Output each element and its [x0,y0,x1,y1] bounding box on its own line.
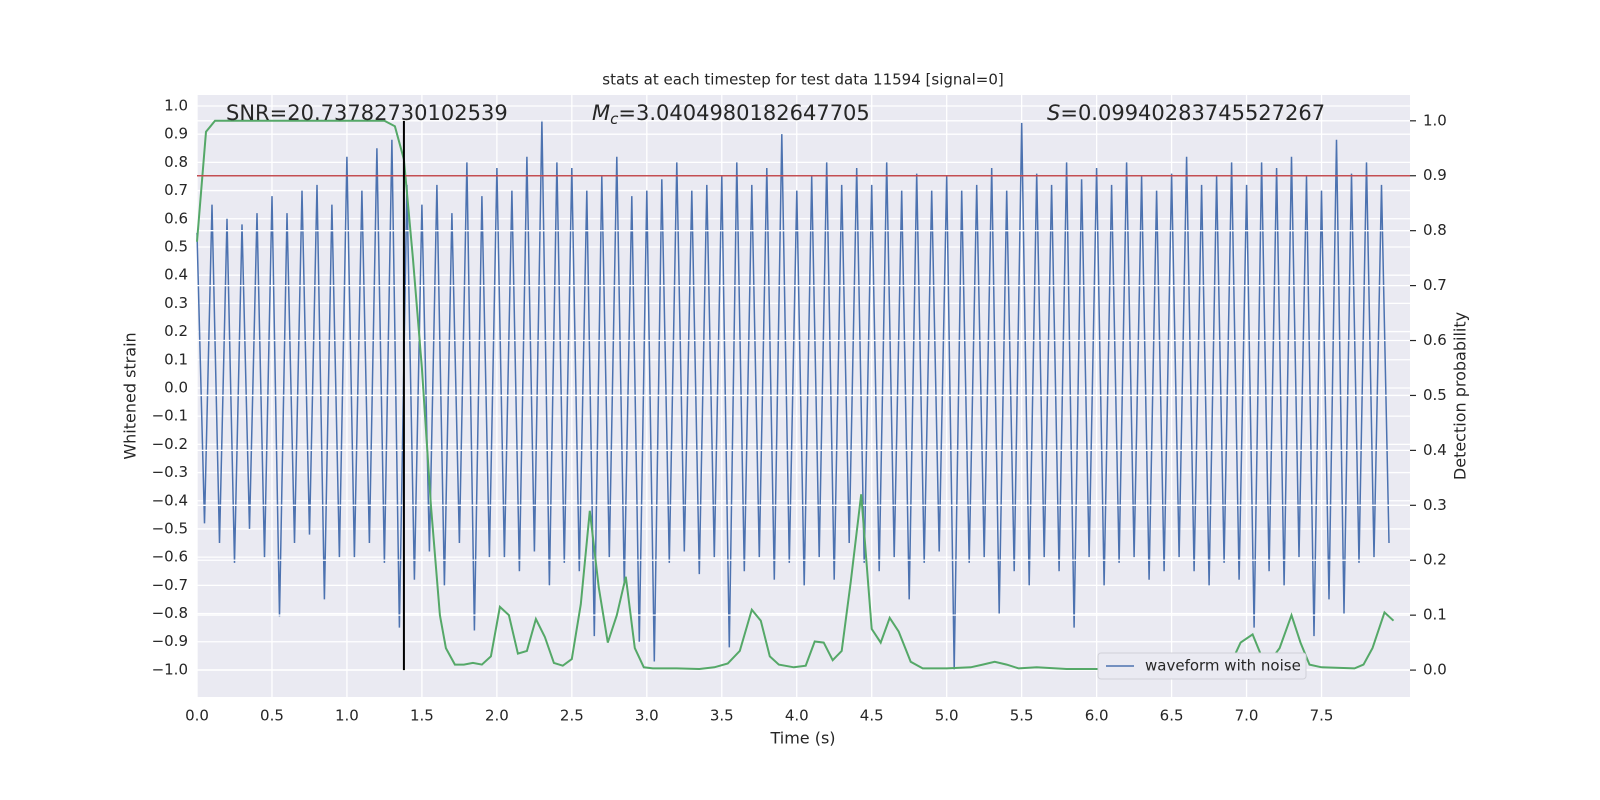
y-tick-label: −0.6 [152,548,188,566]
x-tick-label: 5.5 [1010,707,1034,725]
y-tick-label: 0.9 [164,125,188,143]
y-tick-label: 0.3 [164,294,188,312]
y-tick-label: 1.0 [164,96,188,114]
annotation-symbol: S [1047,101,1060,125]
annotation-symbol: M [592,101,610,125]
data-line [196,120,1390,670]
x-tick-label: 2.5 [560,707,584,725]
y2-tick-label: 0.0 [1423,661,1447,679]
x-tick-label: 7.5 [1310,707,1334,725]
y2-tick-label: 1.0 [1423,111,1447,129]
y-tick-label: 0.8 [164,153,188,171]
annotation-value: =0.09940283745527267 [1060,101,1325,125]
x-tick-label: 6.5 [1160,707,1184,725]
x-tick-label: 4.0 [785,707,809,725]
x-tick-label: 3.0 [635,707,659,725]
x-tick-label: 4.5 [860,707,884,725]
y2-tick-label: 0.5 [1423,386,1447,404]
y-axis-label: Whitened strain [121,332,140,459]
annotation: Mc=3.0404980182647705 [592,101,870,128]
y2-tick-label: 0.6 [1423,331,1447,349]
y2-tick-label: 0.1 [1423,606,1447,624]
y-tick-label: 0.0 [164,378,188,396]
y-tick-label: −0.1 [152,407,188,425]
annotation-value: =20.73782730102539 [270,101,508,125]
y-tick-label: −0.5 [152,519,188,537]
y-tick-label: 0.7 [164,181,188,199]
chart-title: stats at each timestep for test data 115… [602,71,1003,89]
y-tick-label: 0.2 [164,322,188,340]
y-tick-label: 0.6 [164,209,188,227]
y2-tick-label: 0.3 [1423,496,1447,514]
annotation-symbol: SNR [226,101,270,125]
y-tick-label: −0.2 [152,435,188,453]
y2-tick-label: 0.9 [1423,166,1447,184]
x-tick-label: 2.0 [485,707,509,725]
x-tick-label: 6.0 [1085,707,1109,725]
y-tick-label: 0.4 [164,266,188,284]
y-tick-label: −0.4 [152,491,188,509]
y2-tick-label: 0.4 [1423,441,1447,459]
y-tick-label: −0.3 [152,463,188,481]
y-tick-label: 0.1 [164,350,188,368]
x-tick-label: 1.0 [335,707,359,725]
y2-tick-label: 0.2 [1423,551,1447,569]
annotation-value: =3.0404980182647705 [618,101,869,125]
x-tick-label: 7.0 [1235,707,1259,725]
x-tick-label: 0.0 [185,707,209,725]
legend-box [1097,652,1307,680]
y-tick-label: −0.9 [152,632,188,650]
x-axis-label: Time (s) [769,729,835,748]
y2-tick-label: 0.8 [1423,221,1447,239]
y2-axis-label: Detection probability [1451,312,1470,480]
x-tick-label: 0.5 [260,707,284,725]
annotation: S=0.09940283745527267 [1047,101,1325,125]
y2-tick-label: 0.7 [1423,276,1447,294]
x-tick-label: 3.5 [710,707,734,725]
y-tick-label: −0.8 [152,604,188,622]
x-tick-label: 5.0 [935,707,959,725]
y-tick-label: −0.7 [152,576,188,594]
annotation: SNR=20.73782730102539 [226,101,508,125]
y-tick-label: −1.0 [152,660,188,678]
annotation-subscript: c [610,110,619,128]
legend-label: waveform with noise [1145,657,1301,675]
x-tick-label: 1.5 [410,707,434,725]
y-tick-label: 0.5 [164,237,188,255]
